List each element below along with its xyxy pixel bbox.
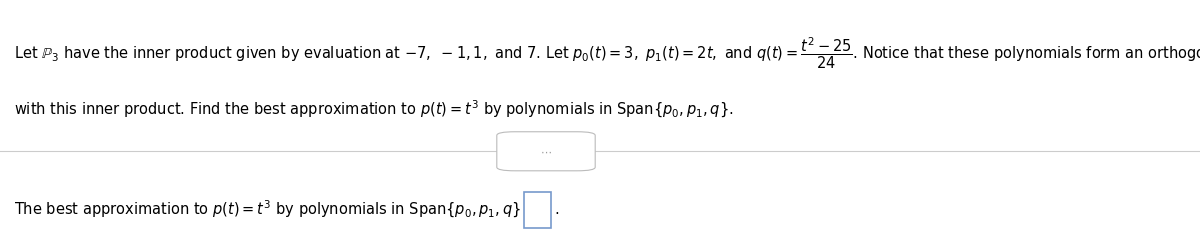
Text: Let $\mathbb{P}_3$ have the inner product given by evaluation at $-7,\ -1, 1,$ a: Let $\mathbb{P}_3$ have the inner produc…	[14, 36, 1200, 71]
FancyBboxPatch shape	[497, 132, 595, 171]
Text: $\cdots$: $\cdots$	[540, 146, 552, 156]
FancyBboxPatch shape	[524, 192, 551, 228]
Text: with this inner product. Find the best approximation to $p(t) = t^3$ by polynomi: with this inner product. Find the best a…	[14, 99, 734, 120]
Text: The best approximation to $p(t) = t^3$ by polynomials in Span$\{p_0, p_1, q\}$ i: The best approximation to $p(t) = t^3$ b…	[14, 199, 539, 220]
Text: .: .	[554, 202, 559, 217]
